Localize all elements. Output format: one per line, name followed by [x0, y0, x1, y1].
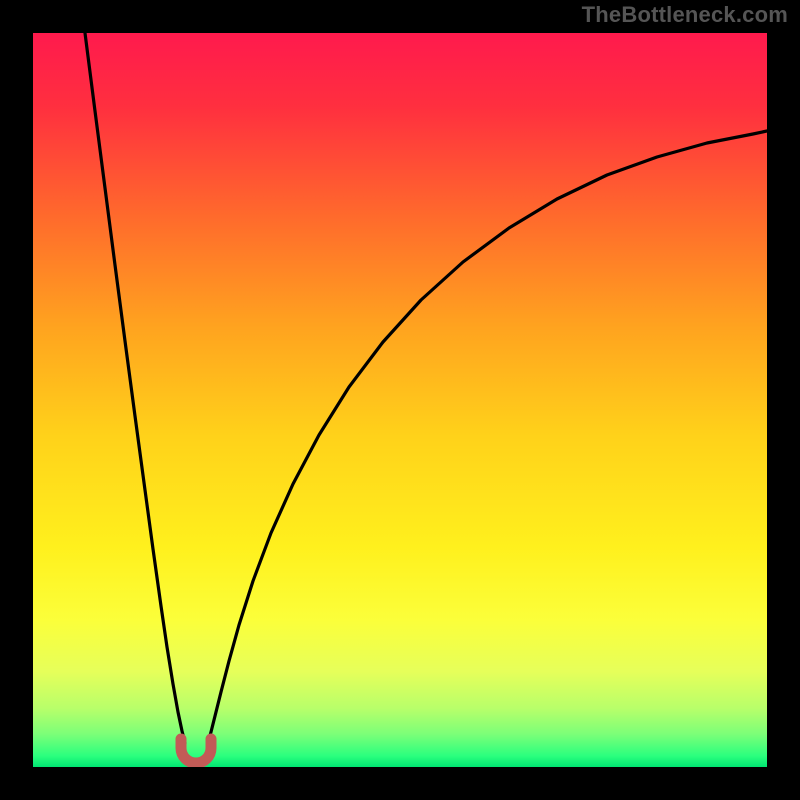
gradient-background [33, 33, 767, 767]
watermark-text: TheBottleneck.com [582, 2, 788, 28]
chart-frame: TheBottleneck.com [0, 0, 800, 800]
plot-svg [33, 33, 767, 767]
plot-area [33, 33, 767, 767]
